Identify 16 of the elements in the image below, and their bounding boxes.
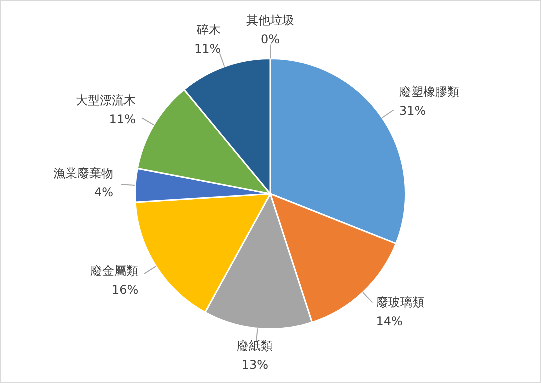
slice-label: 廢紙類 xyxy=(237,339,274,354)
data-label: 13% xyxy=(242,358,268,372)
slice-label: 大型漂流木 xyxy=(76,94,136,108)
slice-label: 廢玻璃類 xyxy=(376,296,424,310)
slice-label: 廢金屬類 xyxy=(90,264,139,278)
text: 0% xyxy=(260,32,280,46)
slice-label: 漁業廢棄物 xyxy=(54,166,114,180)
data-label: 14% xyxy=(376,314,403,329)
data-label: 11% xyxy=(194,42,222,56)
data-label: 16% xyxy=(112,283,139,298)
data-label: 11% xyxy=(109,112,136,127)
slice-label: 廢塑橡膠類 xyxy=(400,84,460,99)
data-label: 31% xyxy=(400,104,426,118)
slice-label: 碎木 xyxy=(196,23,222,38)
category-label: 其他垃圾 xyxy=(246,13,294,28)
data-label: 4% xyxy=(94,185,114,200)
